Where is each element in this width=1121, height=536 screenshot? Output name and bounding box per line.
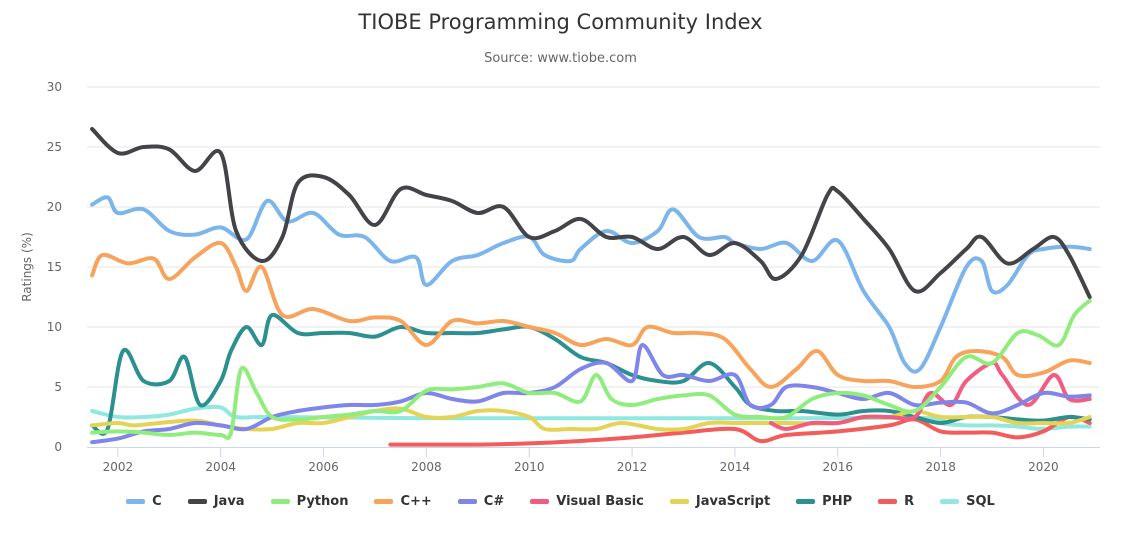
legend-item[interactable]: JavaScript xyxy=(669,494,771,509)
series-layer xyxy=(90,127,1092,447)
legend-item[interactable]: SQL xyxy=(940,494,995,509)
legend-label: JavaScript xyxy=(695,494,771,509)
legend-item[interactable]: C++ xyxy=(374,494,432,509)
legend-label: Java xyxy=(213,494,245,509)
legend-label: SQL xyxy=(966,494,995,509)
legend-swatch xyxy=(530,499,550,504)
y-tick-label: 30 xyxy=(47,80,62,94)
y-axis-title: Ratings (%) xyxy=(20,232,34,302)
x-tick-label: 2014 xyxy=(720,460,751,474)
legend-label: Python xyxy=(296,494,349,509)
chart-title: TIOBE Programming Community Index xyxy=(358,10,763,34)
series-line-c[interactable] xyxy=(90,195,1092,374)
x-tick-label: 2018 xyxy=(925,460,956,474)
series-line-r[interactable] xyxy=(388,414,1092,447)
legend-item[interactable]: C# xyxy=(457,494,505,509)
legend-label: C xyxy=(152,494,162,509)
legend-item[interactable]: PHP xyxy=(796,494,852,509)
y-tick-label: 5 xyxy=(54,380,62,394)
legend-swatch xyxy=(940,499,960,504)
x-tick-label: 2004 xyxy=(205,460,236,474)
y-tick-label: 20 xyxy=(47,200,62,214)
series-line-sql[interactable] xyxy=(90,404,1092,431)
legend-item[interactable]: Python xyxy=(270,494,349,509)
x-tick-label: 2012 xyxy=(617,460,648,474)
series-line-python[interactable] xyxy=(90,298,1092,441)
legend-swatch xyxy=(187,499,207,504)
x-tick-label: 2010 xyxy=(514,460,545,474)
legend-item[interactable]: Java xyxy=(187,494,245,509)
legend-swatch xyxy=(669,499,689,504)
legend-item[interactable]: C xyxy=(126,494,162,509)
y-tick-label: 15 xyxy=(47,260,62,274)
y-tick-label: 0 xyxy=(54,440,62,454)
x-tick-label: 2006 xyxy=(308,460,339,474)
x-tick-label: 2016 xyxy=(822,460,853,474)
legend-item[interactable]: R xyxy=(878,494,914,509)
axis-layer: 0 5 10 15 20 25 30 2002 2004 2006 2008 2010 2012 2014… xyxy=(47,80,1100,474)
chart-subtitle: Source: www.tiobe.com xyxy=(484,51,637,66)
series-line-java[interactable] xyxy=(90,127,1092,299)
y-tick-label: 10 xyxy=(47,320,62,334)
legend-swatch xyxy=(796,499,816,504)
legend-swatch xyxy=(457,499,477,504)
legend-label: C++ xyxy=(400,494,432,509)
legend-swatch xyxy=(270,499,290,504)
legend-label: PHP xyxy=(822,494,853,509)
y-tick-label: 25 xyxy=(47,140,62,154)
x-tick-label: 2020 xyxy=(1028,460,1059,474)
legend-swatch xyxy=(374,499,394,504)
x-tick-label: 2008 xyxy=(411,460,442,474)
series-line-cpp[interactable] xyxy=(90,240,1092,389)
x-tick-label: 2002 xyxy=(103,460,134,474)
series-line-javascript[interactable] xyxy=(90,406,1092,432)
legend: C Java Python C++ C# Visual Basic JavaScript PH… xyxy=(0,494,1121,509)
legend-item[interactable]: Visual Basic xyxy=(530,494,644,509)
legend-label: C# xyxy=(483,494,505,509)
legend-label: Visual Basic xyxy=(556,494,644,509)
legend-swatch xyxy=(126,499,146,504)
legend-label: R xyxy=(904,494,915,509)
series-line-visual-basic[interactable] xyxy=(768,360,1092,431)
legend-swatch xyxy=(878,499,898,504)
